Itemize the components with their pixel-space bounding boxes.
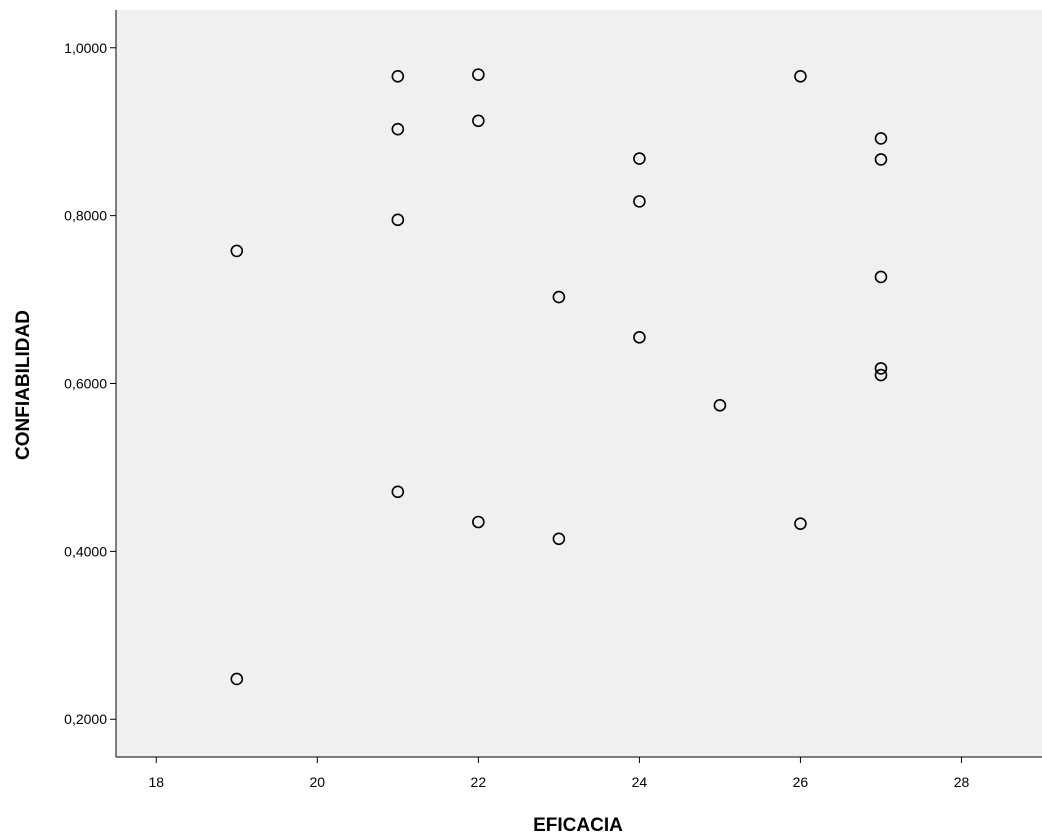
data-point (391, 213, 405, 227)
data-point (230, 244, 244, 258)
x-tick-label: 18 (148, 774, 164, 790)
data-point (472, 68, 485, 81)
data-point (874, 270, 888, 284)
data-point (391, 122, 405, 136)
x-axis-ticks: 18 20 22 24 26 28 (148, 757, 969, 790)
plot-area (116, 10, 1042, 757)
data-point (633, 152, 646, 165)
data-point (794, 517, 807, 530)
data-points (230, 68, 888, 686)
data-point (472, 515, 485, 529)
data-point (552, 532, 566, 546)
data-point (633, 195, 646, 208)
x-tick-label: 24 (632, 774, 648, 790)
data-point (391, 485, 405, 499)
data-point (391, 70, 405, 83)
y-tick-label: 0,2000 (64, 711, 107, 727)
data-point (874, 132, 888, 145)
y-tick-label: 0,6000 (64, 376, 107, 392)
x-tick-label: 22 (471, 774, 487, 790)
data-point (713, 399, 727, 412)
y-tick-label: 1,0000 (64, 40, 107, 56)
data-point (874, 153, 888, 166)
data-point (552, 290, 566, 304)
x-tick-label: 20 (310, 774, 326, 790)
x-tick-label: 26 (793, 774, 809, 790)
data-point (230, 672, 244, 686)
data-point (874, 368, 888, 382)
y-tick-label: 0,8000 (64, 208, 107, 224)
data-point (472, 114, 485, 128)
data-point (633, 331, 646, 344)
data-point (874, 362, 888, 375)
y-axis-ticks: 0,2000 0,4000 0,6000 0,8000 1,0000 (64, 40, 116, 727)
x-axis-title: EFICACIA (533, 815, 623, 836)
y-tick-label: 0,4000 (64, 543, 107, 559)
data-point (794, 70, 807, 83)
y-axis-title: CONFIABILIDAD (13, 310, 34, 460)
x-tick-label: 28 (954, 774, 970, 790)
